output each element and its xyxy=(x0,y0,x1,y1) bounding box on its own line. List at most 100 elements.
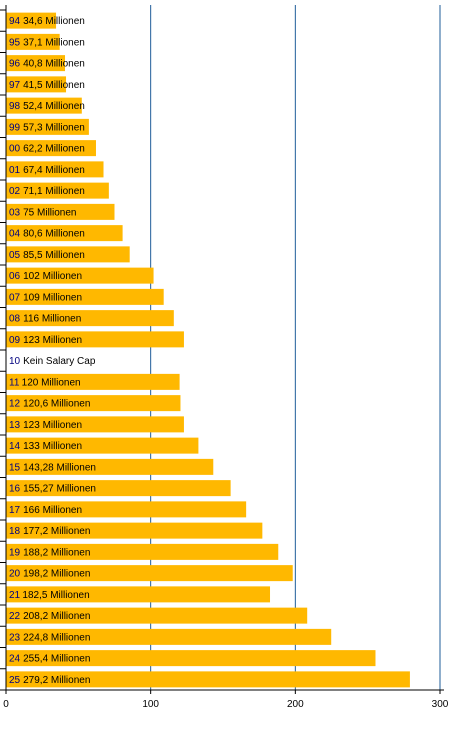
data-label-02: 71,1 Millionen xyxy=(23,186,85,197)
data-label-12: 120,6 Millionen xyxy=(23,399,90,410)
category-label-21: 21 xyxy=(9,590,21,601)
bar-label-23: 23 224,8 Millionen xyxy=(9,632,90,643)
bar-label-98: 98 52,4 Millionen xyxy=(9,101,85,112)
data-label-24: 255,4 Millionen xyxy=(23,654,90,665)
bar-label-97: 97 41,5 Millionen xyxy=(9,80,85,91)
data-label-03: 75 Millionen xyxy=(23,207,76,218)
data-label-97: 41,5 Millionen xyxy=(23,80,85,91)
bar-label-18: 18 177,2 Millionen xyxy=(9,526,90,537)
data-label-23: 224,8 Millionen xyxy=(23,632,90,643)
category-label-96: 96 xyxy=(9,59,21,70)
bar-18 xyxy=(6,522,263,539)
bar-label-09: 09 123 Millionen xyxy=(9,335,82,346)
data-label-20: 198,2 Millionen xyxy=(23,569,90,580)
category-label-18: 18 xyxy=(9,526,21,537)
category-label-08: 08 xyxy=(9,314,21,325)
data-label-15: 143,28 Millionen xyxy=(23,462,96,473)
category-label-22: 22 xyxy=(9,611,21,622)
category-label-15: 15 xyxy=(9,462,21,473)
data-label-09: 123 Millionen xyxy=(23,335,82,346)
data-label-00: 62,2 Millionen xyxy=(23,144,85,155)
data-label-94: 34,6 Millionen xyxy=(23,16,85,27)
bar-07 xyxy=(6,288,164,305)
data-label-18: 177,2 Millionen xyxy=(23,526,90,537)
x-tick-label-0: 0 xyxy=(3,699,9,710)
bar-08 xyxy=(6,310,174,327)
bar-01 xyxy=(6,161,104,178)
bar-label-17: 17 166 Millionen xyxy=(9,505,82,516)
bar-label-08: 08 116 Millionen xyxy=(9,314,81,325)
bar-label-10: 10 Kein Salary Cap xyxy=(9,356,96,367)
category-label-05: 05 xyxy=(9,250,21,261)
x-tick-label-200: 200 xyxy=(287,699,304,710)
data-label-06: 102 Millionen xyxy=(23,271,82,282)
category-label-25: 25 xyxy=(9,675,21,686)
data-label-98: 52,4 Millionen xyxy=(23,101,85,112)
category-label-00: 00 xyxy=(9,144,21,155)
bar-17 xyxy=(6,501,247,518)
bar-06 xyxy=(6,267,154,284)
bar-label-22: 22 208,2 Millionen xyxy=(9,611,90,622)
category-label-97: 97 xyxy=(9,80,21,91)
bar-label-24: 24 255,4 Millionen xyxy=(9,654,90,665)
bar-label-25: 25 279,2 Millionen xyxy=(9,675,90,686)
bar-14 xyxy=(6,437,199,454)
data-label-10: Kein Salary Cap xyxy=(23,356,96,367)
bar-97 xyxy=(6,76,67,93)
bar-94 xyxy=(6,12,57,29)
data-label-04: 80,6 Millionen xyxy=(23,229,85,240)
bar-label-19: 19 188,2 Millionen xyxy=(9,547,90,558)
bar-label-12: 12 120,6 Millionen xyxy=(9,399,90,410)
category-label-16: 16 xyxy=(9,484,21,495)
bar-00 xyxy=(6,140,96,157)
data-label-07: 109 Millionen xyxy=(23,292,82,303)
category-label-09: 09 xyxy=(9,335,21,346)
bar-24 xyxy=(6,650,376,667)
data-label-08: 116 Millionen xyxy=(23,314,81,325)
category-label-07: 07 xyxy=(9,292,21,303)
bar-label-94: 94 34,6 Millionen xyxy=(9,16,85,27)
category-label-11: 11 xyxy=(9,377,20,388)
bar-12 xyxy=(6,395,181,412)
category-label-02: 02 xyxy=(9,186,21,197)
x-tick-label-300: 300 xyxy=(432,699,449,710)
x-axis: 0 100 200 300 xyxy=(0,5,449,710)
bar-15 xyxy=(6,458,214,475)
data-label-17: 166 Millionen xyxy=(23,505,82,516)
bar-21 xyxy=(6,586,271,603)
data-label-25: 279,2 Millionen xyxy=(23,675,90,686)
bar-label-16: 16 155,27 Millionen xyxy=(9,484,96,495)
bar-label-06: 06 102 Millionen xyxy=(9,271,82,282)
bar-19 xyxy=(6,543,279,560)
data-label-01: 67,4 Millionen xyxy=(23,165,85,176)
category-label-03: 03 xyxy=(9,207,21,218)
category-label-04: 04 xyxy=(9,229,21,240)
category-label-24: 24 xyxy=(9,654,21,665)
bar-label-21: 21 182,5 Millionen xyxy=(9,590,90,601)
category-label-94: 94 xyxy=(9,16,21,27)
category-label-01: 01 xyxy=(9,165,21,176)
bar-label-96: 96 40,8 Millionen xyxy=(9,59,85,70)
data-label-22: 208,2 Millionen xyxy=(23,611,90,622)
bar-25 xyxy=(6,671,410,688)
data-label-95: 37,1 Millionen xyxy=(23,37,85,48)
bar-20 xyxy=(6,565,293,582)
bar-22 xyxy=(6,607,308,624)
data-label-99: 57,3 Millionen xyxy=(23,122,85,133)
data-label-05: 85,5 Millionen xyxy=(23,250,85,261)
bar-95 xyxy=(6,33,60,50)
category-label-99: 99 xyxy=(9,122,21,133)
category-label-19: 19 xyxy=(9,547,21,558)
bar-label-03: 03 75 Millionen xyxy=(9,207,77,218)
bar-16 xyxy=(6,480,231,497)
bar-23 xyxy=(6,628,332,645)
bar-09 xyxy=(6,331,184,348)
category-label-12: 12 xyxy=(9,399,21,410)
category-label-13: 13 xyxy=(9,420,21,431)
category-label-95: 95 xyxy=(9,37,21,48)
bar-11 xyxy=(6,373,180,390)
category-label-23: 23 xyxy=(9,632,21,643)
category-label-14: 14 xyxy=(9,441,21,452)
x-tick-label-100: 100 xyxy=(142,699,159,710)
